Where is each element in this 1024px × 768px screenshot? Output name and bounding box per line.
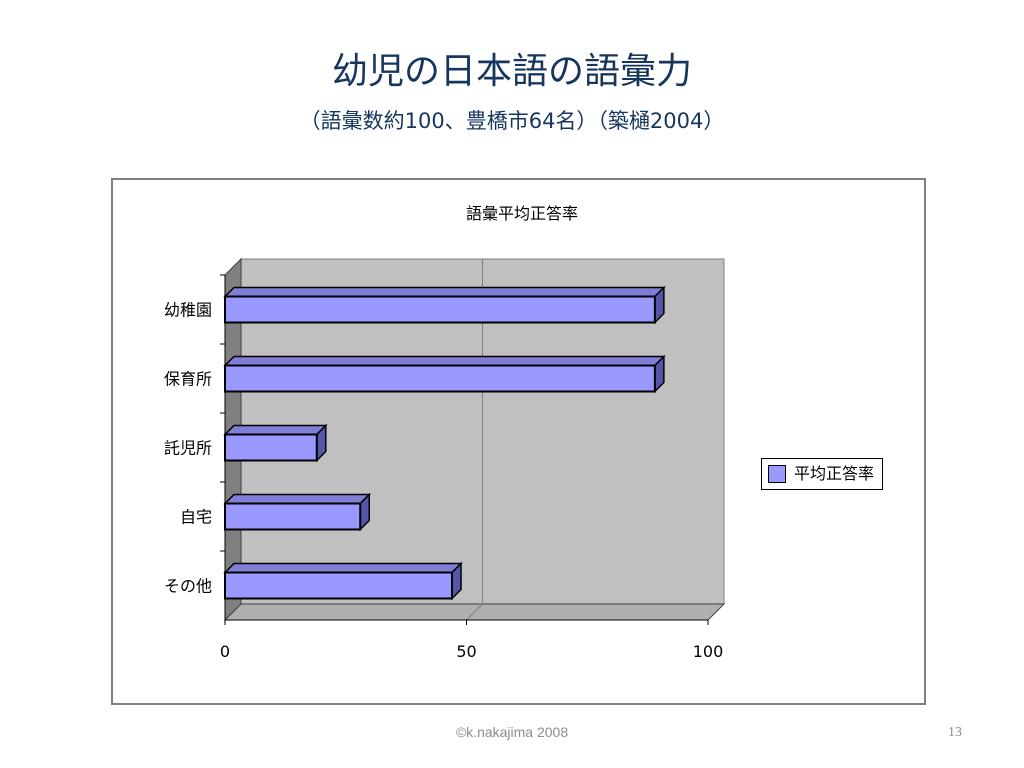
slide-title: 幼児の日本語の語彙力 xyxy=(331,51,692,92)
x-tick-label: 50 xyxy=(456,642,476,661)
category-label: 保育所 xyxy=(164,370,212,389)
bar xyxy=(224,571,454,600)
chart-frame: 語彙平均正答率 0 50 100 幼稚園保育所託児所自宅その他 平均正答率 xyxy=(111,178,926,705)
category-label: 幼稚園 xyxy=(164,301,212,320)
bar-top xyxy=(223,286,666,298)
category-label: 自宅 xyxy=(180,508,212,527)
bar-top xyxy=(223,355,666,367)
x-tick-label: 100 xyxy=(693,642,724,661)
chart-legend: 平均正答率 xyxy=(761,458,884,490)
category-label: 託児所 xyxy=(164,439,212,458)
copyright-footer: ©k.nakajima 2008 xyxy=(455,724,569,740)
bar xyxy=(224,364,656,393)
bar xyxy=(224,295,656,324)
page-number: 13 xyxy=(948,725,962,740)
chart-title: 語彙平均正答率 xyxy=(466,204,578,223)
slide-subtitle: （語彙数約100、豊橋市64名）（築樋2004） xyxy=(299,109,725,133)
legend-label: 平均正答率 xyxy=(794,464,875,483)
bar-top xyxy=(223,424,328,436)
category-label: その他 xyxy=(164,577,212,596)
bar-top xyxy=(223,493,372,505)
x-tick-label: 0 xyxy=(220,642,230,661)
gridline-floor xyxy=(466,603,483,621)
legend-swatch xyxy=(768,465,786,483)
bar-top xyxy=(223,562,463,574)
bar xyxy=(224,433,318,462)
bar xyxy=(224,502,362,531)
